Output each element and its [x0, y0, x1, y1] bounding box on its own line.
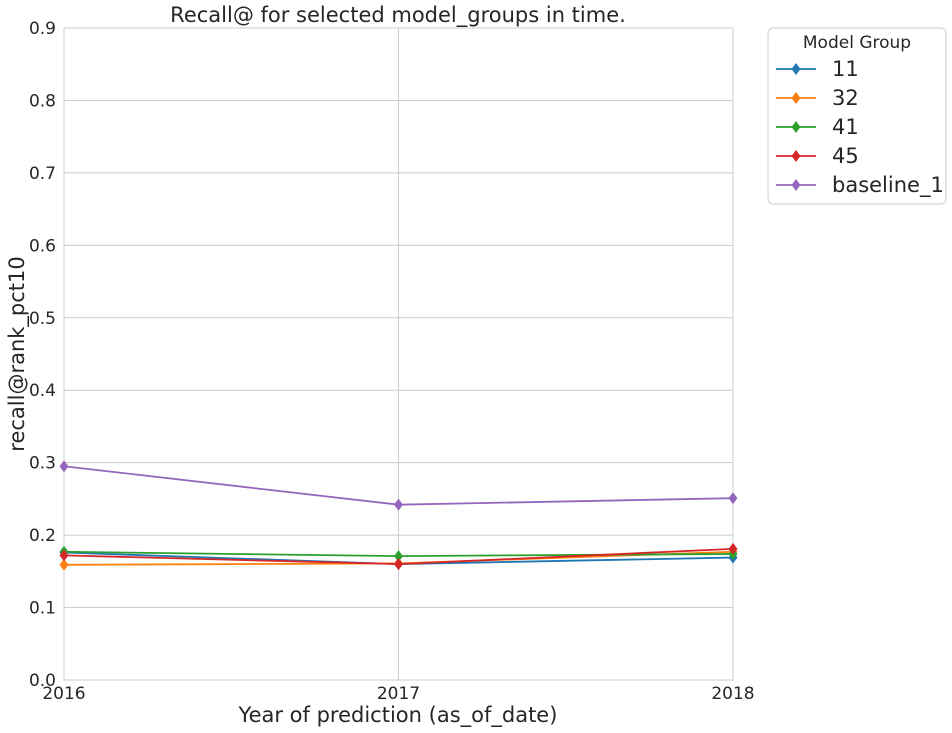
y-axis-label: recall@rank_pct10	[5, 256, 30, 451]
legend-item-11: 11	[776, 57, 859, 81]
x-tick-label: 2017	[377, 684, 420, 704]
data-point-marker	[59, 549, 69, 562]
legend-label: 32	[832, 86, 859, 110]
legend-item-45: 45	[776, 144, 859, 168]
legend-item-41: 41	[776, 115, 859, 139]
y-tick-label: 0.8	[29, 91, 56, 111]
chart-title: Recall@ for selected model_groups in tim…	[170, 3, 626, 28]
x-tick-labels: 2016 2017 2018	[42, 684, 754, 704]
legend-item-baseline_1: baseline_1	[776, 173, 944, 198]
legend-item-32: 32	[776, 86, 859, 110]
legend-swatch-marker	[791, 62, 801, 76]
legend-frame	[767, 27, 947, 205]
x-tick-label: 2016	[42, 684, 85, 704]
grid-lines	[63, 27, 734, 681]
y-tick-label: 0.5	[29, 309, 56, 329]
x-axis-label: Year of prediction (as_of_date)	[238, 703, 558, 728]
y-tick-label: 0.1	[29, 599, 56, 619]
legend-swatch-marker	[791, 178, 801, 192]
data-point-marker	[393, 498, 404, 511]
plot-area	[63, 27, 734, 681]
y-tick-labels: 0.0 0.1 0.2 0.3 0.4 0.5 0.6 0.7 0.8 0.9	[29, 19, 56, 691]
legend: Model Group 11 32 41 45 baseline_1	[767, 27, 947, 205]
legend-swatch-marker	[791, 91, 801, 105]
legend-swatch-marker	[791, 149, 801, 163]
x-tick-label: 2018	[711, 684, 754, 704]
y-tick-label: 0.2	[29, 526, 56, 546]
legend-label: baseline_1	[832, 173, 944, 198]
data-point-marker	[59, 558, 69, 571]
y-tick-label: 0.7	[29, 164, 56, 184]
series-45	[59, 542, 738, 571]
data-point-marker	[728, 492, 738, 505]
legend-title: Model Group	[803, 33, 911, 53]
y-tick-label: 0.6	[29, 236, 56, 256]
series-baseline_1	[59, 460, 738, 511]
legend-label: 45	[832, 144, 859, 168]
y-tick-label: 0.9	[29, 19, 56, 39]
y-tick-label: 0.4	[29, 381, 56, 401]
data-point-marker	[728, 542, 738, 555]
data-point-marker	[393, 557, 404, 571]
y-tick-label: 0.3	[29, 454, 56, 474]
legend-swatch-marker	[791, 120, 801, 134]
legend-label: 41	[832, 115, 859, 139]
legend-label: 11	[832, 57, 859, 81]
series-lines	[59, 460, 738, 571]
y-tick-label: 0.0	[29, 671, 56, 691]
data-point-marker	[59, 460, 69, 473]
